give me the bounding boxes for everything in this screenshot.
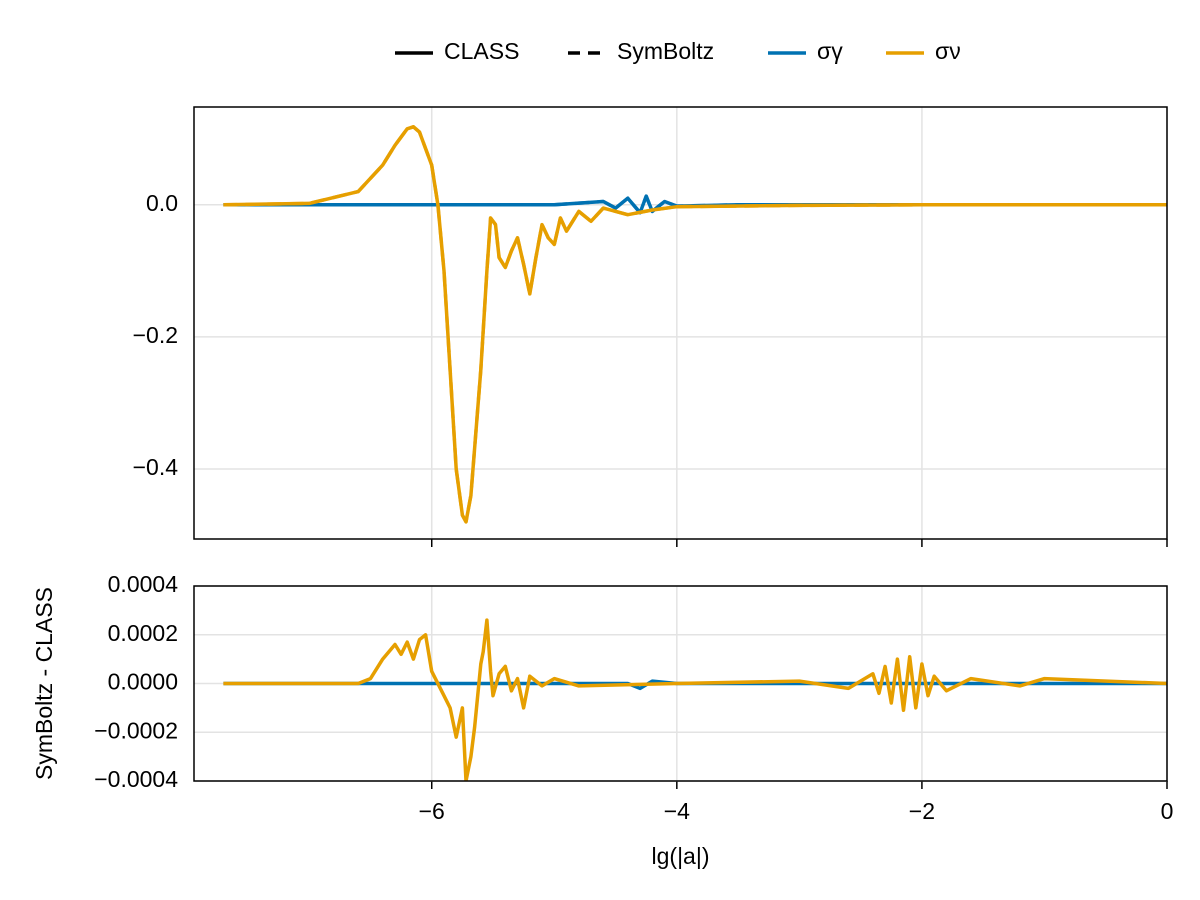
y-tick-label: −0.0004 — [94, 766, 178, 792]
y-tick-label: 0.0002 — [108, 620, 178, 646]
plot-frame — [193, 106, 1168, 540]
y-tick-label: −0.2 — [133, 322, 178, 348]
y-tick-label: −0.4 — [133, 454, 179, 480]
y-tick-label: 0.0004 — [108, 571, 179, 597]
x-tick-label: −6 — [419, 798, 445, 824]
y-tick-label: 0.0000 — [108, 669, 178, 695]
legend-label: σγ — [817, 38, 843, 64]
y-tick-label: −0.0002 — [94, 717, 178, 743]
x-tick-label: 0 — [1161, 798, 1174, 824]
legend-label: SymBoltz — [617, 38, 714, 64]
x-axis-label: lg(|a|) — [652, 843, 710, 869]
data-line — [223, 125, 1167, 524]
x-tick-label: −2 — [909, 798, 935, 824]
x-tick-label: −4 — [664, 798, 690, 824]
y-tick-label: 0.0 — [146, 190, 178, 216]
legend-label: CLASS — [444, 38, 519, 64]
legend-label: σν — [935, 38, 961, 64]
plot-frame — [193, 585, 1168, 782]
y-axis-label: SymBoltz - CLASS — [31, 587, 57, 780]
data-line — [223, 618, 1167, 781]
